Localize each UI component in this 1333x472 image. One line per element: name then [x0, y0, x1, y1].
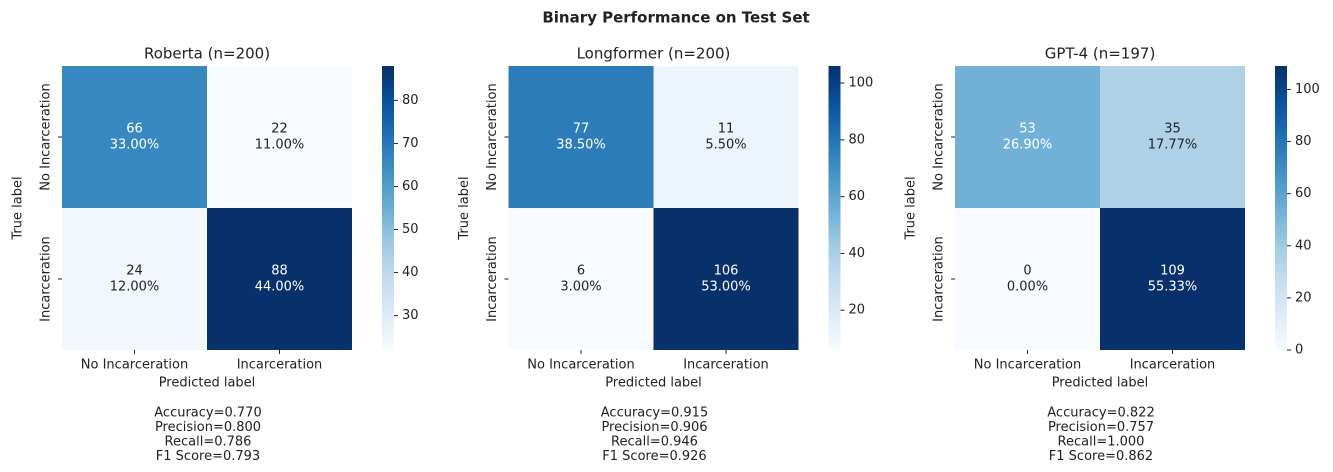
metric: Recall=0.786 — [165, 435, 252, 450]
colorbar-tick-label: 50 — [402, 222, 419, 237]
cell-count: 35 — [1164, 122, 1181, 137]
y-tick-label: No Incarceration — [932, 83, 947, 190]
cell — [955, 208, 1100, 350]
x-axis-label: Predicted label — [605, 376, 702, 391]
colorbar-tick-label: 20 — [1295, 290, 1312, 305]
colorbar-tick-label: 20 — [849, 303, 866, 318]
colorbar-tick-label: 80 — [1295, 134, 1312, 149]
cell-count: 6 — [577, 264, 585, 279]
x-tick-label: Incarceration — [683, 358, 769, 373]
y-tick-label: Incarceration — [39, 236, 54, 322]
metric: F1 Score=0.793 — [156, 449, 260, 464]
metric: Recall=1.000 — [1058, 435, 1145, 450]
metric: Recall=0.946 — [611, 435, 698, 450]
colorbar-tick-label: 60 — [849, 189, 866, 204]
cell — [653, 66, 799, 208]
colorbar-tick-label: 80 — [402, 93, 419, 108]
cell-percent: 26.90% — [1003, 138, 1053, 153]
panel-title: Roberta (n=200) — [144, 45, 270, 63]
x-axis-label: Predicted label — [159, 376, 256, 391]
cell — [62, 208, 207, 350]
cell-count: 11 — [718, 122, 735, 137]
x-axis-label: Predicted label — [1052, 376, 1149, 391]
cell-percent: 3.00% — [560, 280, 601, 295]
colorbar-tick-label: 40 — [849, 246, 866, 261]
metric: Precision=0.906 — [601, 420, 707, 435]
cell-count: 88 — [271, 264, 288, 279]
y-axis-label: True label — [11, 176, 26, 240]
figure-title: Binary Performance on Test Set — [542, 9, 809, 27]
cell-percent: 17.77% — [1148, 138, 1198, 153]
colorbar — [828, 66, 841, 350]
cell-count: 109 — [1160, 264, 1185, 279]
cell-percent: 44.00% — [255, 280, 305, 295]
y-tick-label: Incarceration — [485, 236, 500, 322]
x-tick-label: No Incarceration — [81, 358, 188, 373]
cell-percent: 33.00% — [110, 138, 160, 153]
x-tick-label: No Incarceration — [974, 358, 1081, 373]
cell-percent: 5.50% — [705, 138, 746, 153]
metric: F1 Score=0.926 — [602, 449, 706, 464]
cell — [1100, 66, 1245, 208]
cell-percent: 38.50% — [556, 138, 606, 153]
y-axis-label: True label — [904, 176, 919, 240]
colorbar — [1275, 66, 1287, 350]
colorbar-tick-label: 0 — [1295, 343, 1303, 358]
y-tick-label: No Incarceration — [485, 83, 500, 190]
colorbar-tick-label: 40 — [402, 265, 419, 280]
cell — [62, 66, 207, 208]
cell-percent: 12.00% — [110, 280, 160, 295]
metric: Precision=0.757 — [1048, 420, 1154, 435]
colorbar — [382, 66, 394, 350]
panel-title: Longformer (n=200) — [577, 45, 731, 63]
colorbar-tick-label: 60 — [402, 179, 419, 194]
y-tick-label: Incarceration — [932, 236, 947, 322]
cell-percent: 55.33% — [1148, 280, 1198, 295]
cell-count: 24 — [126, 264, 143, 279]
colorbar-tick-label: 80 — [849, 132, 866, 147]
cell-count: 106 — [714, 264, 739, 279]
x-tick-label: No Incarceration — [527, 358, 634, 373]
colorbar-tick-label: 30 — [402, 308, 419, 323]
cell — [207, 208, 352, 350]
colorbar-tick-label: 100 — [849, 76, 874, 91]
cell — [653, 208, 799, 350]
colorbar-tick-label: 100 — [1295, 82, 1320, 97]
cell-count: 53 — [1019, 122, 1036, 137]
cell-count: 0 — [1023, 264, 1031, 279]
colorbar-tick-label: 60 — [1295, 186, 1312, 201]
x-tick-label: Incarceration — [1130, 358, 1216, 373]
cell — [955, 66, 1100, 208]
metric: Accuracy=0.822 — [1047, 406, 1154, 421]
cell-percent: 53.00% — [701, 280, 751, 295]
cell — [207, 66, 352, 208]
y-tick-label: No Incarceration — [39, 83, 54, 190]
cell-count: 77 — [573, 122, 590, 137]
panel-title: GPT-4 (n=197) — [1045, 45, 1156, 63]
cell-count: 66 — [126, 122, 143, 137]
colorbar-tick-label: 70 — [402, 136, 419, 151]
colorbar-tick-label: 40 — [1295, 238, 1312, 253]
cell-count: 22 — [271, 122, 288, 137]
cell — [508, 208, 654, 350]
cell-percent: 11.00% — [255, 138, 305, 153]
metric: Accuracy=0.770 — [154, 406, 261, 421]
cell — [508, 66, 654, 208]
cell — [1100, 208, 1245, 350]
metric: Precision=0.800 — [155, 420, 261, 435]
x-tick-label: Incarceration — [237, 358, 323, 373]
cell-percent: 0.00% — [1007, 280, 1048, 295]
y-axis-label: True label — [457, 176, 472, 240]
metric: F1 Score=0.862 — [1049, 449, 1153, 464]
metric: Accuracy=0.915 — [601, 406, 708, 421]
